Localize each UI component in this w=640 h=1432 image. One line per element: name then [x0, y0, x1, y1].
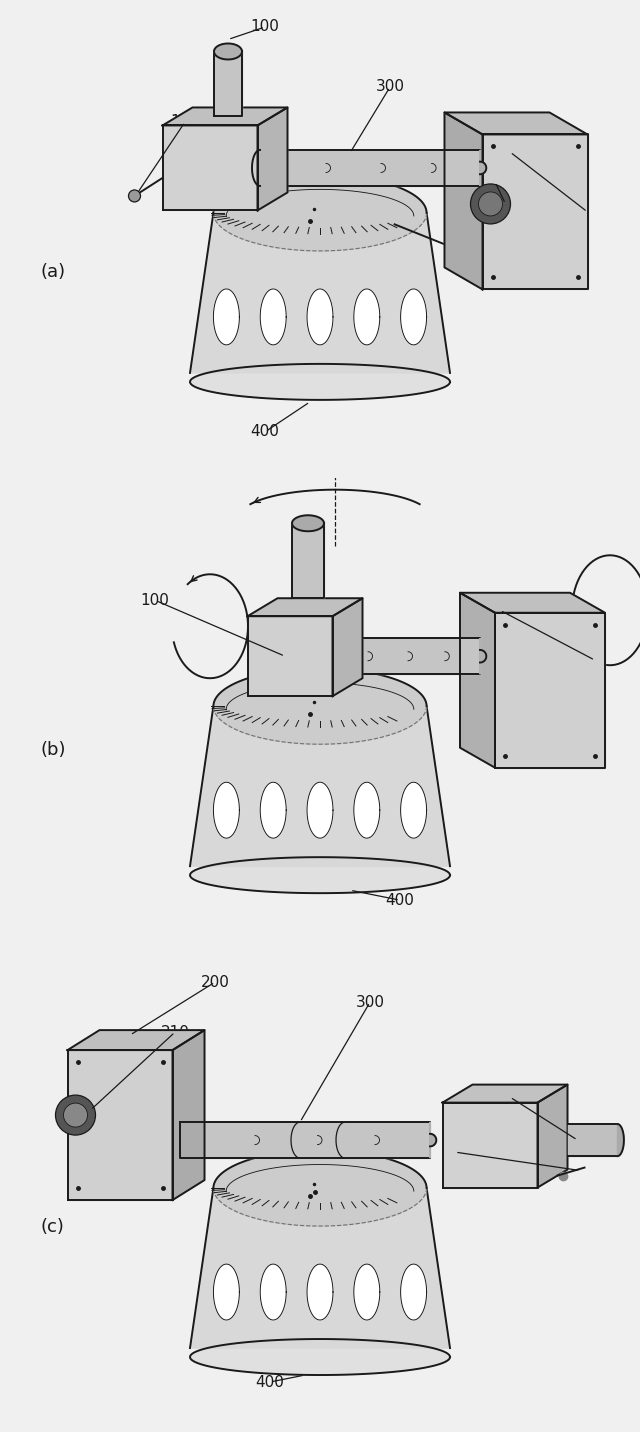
Text: 400: 400 — [251, 424, 280, 440]
Polygon shape — [173, 1030, 205, 1200]
Polygon shape — [190, 858, 450, 894]
Text: 100: 100 — [495, 1090, 524, 1104]
Polygon shape — [480, 639, 486, 674]
Text: 110: 110 — [171, 115, 200, 129]
Polygon shape — [445, 113, 588, 135]
Polygon shape — [260, 1264, 286, 1320]
Polygon shape — [442, 1084, 568, 1103]
Polygon shape — [213, 669, 427, 745]
Polygon shape — [618, 1124, 624, 1156]
Text: 200: 200 — [495, 145, 524, 159]
Polygon shape — [180, 1123, 430, 1158]
Text: 200: 200 — [486, 603, 515, 617]
Polygon shape — [260, 150, 480, 186]
Polygon shape — [354, 1264, 380, 1320]
Text: 110: 110 — [440, 1144, 469, 1160]
Text: 100: 100 — [141, 593, 170, 607]
Polygon shape — [401, 782, 427, 838]
Polygon shape — [257, 107, 287, 211]
Text: 300: 300 — [376, 79, 404, 95]
Polygon shape — [430, 1123, 436, 1158]
Polygon shape — [292, 523, 324, 599]
Polygon shape — [401, 1264, 427, 1320]
Polygon shape — [333, 599, 362, 696]
Circle shape — [63, 1103, 88, 1127]
Polygon shape — [460, 593, 605, 613]
Text: 210: 210 — [161, 1025, 189, 1040]
Polygon shape — [163, 126, 257, 211]
Polygon shape — [401, 289, 427, 345]
Polygon shape — [483, 135, 588, 289]
Polygon shape — [67, 1030, 205, 1050]
Polygon shape — [260, 782, 286, 838]
Polygon shape — [190, 1339, 450, 1375]
Polygon shape — [213, 1264, 239, 1320]
Polygon shape — [248, 616, 333, 696]
Polygon shape — [190, 1189, 450, 1348]
Polygon shape — [67, 1050, 173, 1200]
Polygon shape — [307, 782, 333, 838]
Text: 200: 200 — [200, 975, 229, 990]
Polygon shape — [190, 213, 450, 372]
Polygon shape — [213, 289, 239, 345]
Text: 400: 400 — [255, 1375, 284, 1389]
Polygon shape — [568, 1124, 618, 1156]
Polygon shape — [442, 1103, 538, 1187]
Circle shape — [129, 190, 141, 202]
Polygon shape — [163, 107, 287, 126]
Polygon shape — [260, 289, 286, 345]
Polygon shape — [307, 1264, 333, 1320]
Polygon shape — [292, 516, 324, 531]
Polygon shape — [354, 289, 380, 345]
Polygon shape — [190, 706, 450, 866]
Polygon shape — [213, 782, 239, 838]
Polygon shape — [354, 782, 380, 838]
Polygon shape — [480, 150, 486, 186]
Polygon shape — [213, 175, 427, 251]
Polygon shape — [214, 52, 242, 116]
Polygon shape — [445, 113, 483, 289]
Polygon shape — [538, 1084, 568, 1187]
Text: (b): (b) — [40, 742, 65, 759]
Polygon shape — [190, 364, 450, 400]
Polygon shape — [320, 639, 480, 674]
Text: (c): (c) — [40, 1219, 64, 1236]
Polygon shape — [213, 1150, 427, 1226]
Text: 300: 300 — [355, 995, 385, 1010]
Polygon shape — [214, 43, 242, 60]
Polygon shape — [460, 593, 495, 768]
Text: 100: 100 — [251, 20, 280, 34]
Text: 210: 210 — [481, 175, 509, 189]
Text: 400: 400 — [385, 892, 415, 908]
Polygon shape — [307, 289, 333, 345]
Circle shape — [470, 183, 511, 223]
Circle shape — [479, 192, 502, 216]
Polygon shape — [495, 613, 605, 768]
Circle shape — [56, 1095, 95, 1136]
Text: (a): (a) — [40, 263, 65, 281]
Polygon shape — [248, 599, 362, 616]
